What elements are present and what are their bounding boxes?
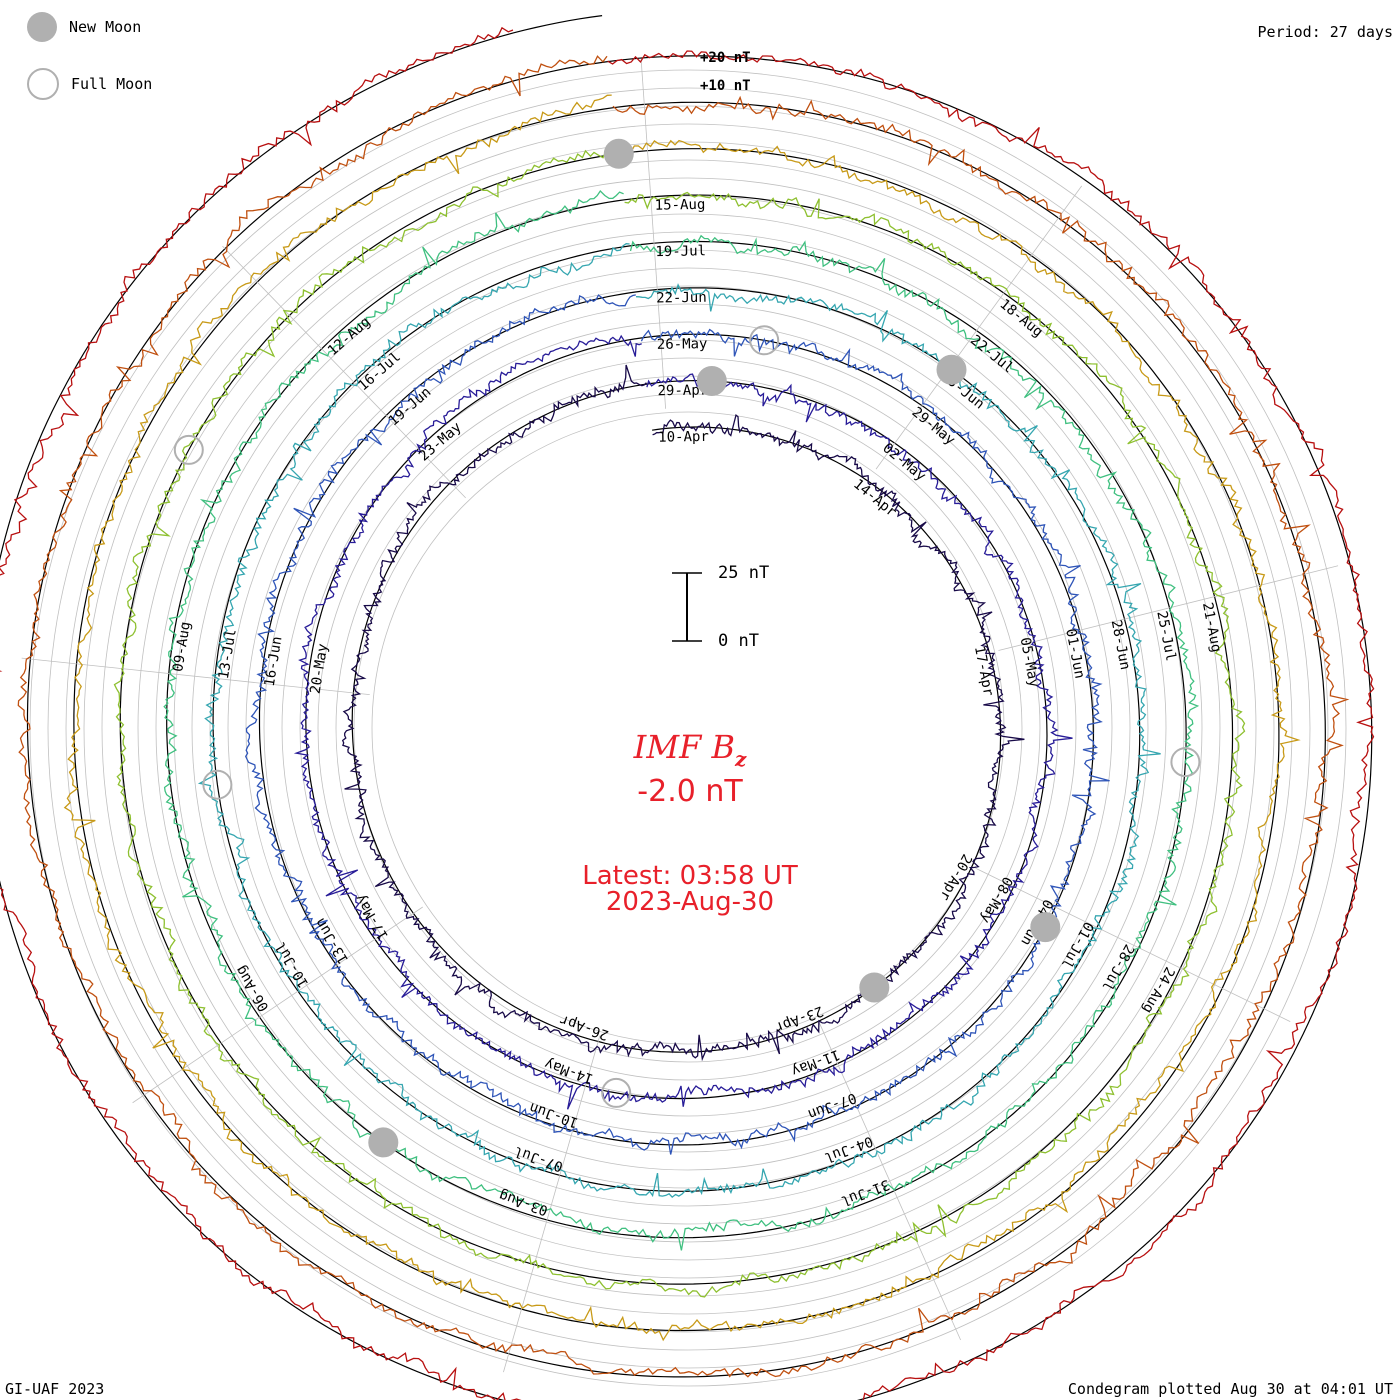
title-subscript: z [734,747,747,771]
trace-rotation-3 [244,294,1110,1155]
grid-ring [155,195,1221,1261]
grid-spokes [21,59,1339,1373]
date-label: 31-Jul [839,1176,892,1209]
date-label: 28-Jul [1098,941,1137,993]
grid-ring [83,123,1293,1333]
trace-rotation-5 [163,189,1200,1251]
full-moon-marker [173,434,204,465]
new-moon-marker [603,138,634,169]
title-main: IMF B [633,728,735,766]
date-label: 23-May [416,419,465,464]
date-label: 17-Apr [971,645,996,698]
trace-rotation-2 [293,334,1073,1110]
grid-spoke [998,565,1339,651]
grid-ring [137,177,1239,1279]
date-label: 15-Aug [655,197,706,214]
scale-labels: +20 nT +10 nT [700,50,751,94]
legend-full-moon: Full Moon [27,68,152,100]
imf-title: IMF Bz [490,728,890,771]
date-label: 02-May [879,440,928,484]
date-label: 09-Aug [170,621,194,673]
new-moon-marker [368,1127,399,1158]
trace-rotation-1 [341,364,1025,1062]
scale-label-20nt: +20 nT [700,50,751,66]
grid-ring [281,321,1095,1135]
date-label: 22-Jun [656,290,707,307]
data-traces [0,26,1375,1400]
new-moon-marker [859,972,890,1003]
date-label: 12-Aug [325,314,374,359]
grid-ring [209,249,1167,1207]
full-moon-marker [749,325,780,356]
grid-spoke [132,906,423,1104]
date-label: 07-Jun [806,1089,859,1122]
trace-rotation-6 [113,149,1246,1298]
grid-ring [65,105,1311,1351]
moon-markers [173,138,1201,1158]
grid-spoke [222,245,466,499]
new-moon-marker [1030,912,1061,943]
date-label: 20-May [308,643,332,695]
date-label: 19-Jun [386,384,435,429]
date-label: 26-May [657,336,708,353]
plotted-label: Condegram plotted Aug 30 at 04:01 UT [1067,1380,1393,1398]
scale-label-10nt: +10 nT [700,78,751,94]
date-label: 18-Aug [996,296,1045,340]
date-labels: 10-Apr14-Apr17-Apr20-Apr23-Apr26-Apr29-A… [170,197,1224,1218]
new-moon-label: New Moon [69,18,142,36]
date-label: 20-Apr [936,851,975,903]
latest-date: 2023-Aug-30 [605,887,775,917]
full-moon-marker [1170,747,1201,778]
date-label: 21-Aug [1199,601,1224,654]
legend-new-moon: New Moon [27,12,141,42]
grid-spoke [21,657,370,696]
current-value: -2.0 nT [637,774,743,809]
trace-rotation-4 [197,243,1161,1198]
period-label: Period: 27 days [1257,23,1393,41]
date-label: 05-May [1017,636,1042,689]
grid-ring [227,267,1149,1189]
grid-ring [47,87,1329,1369]
grid-spoke [817,1020,961,1341]
grid-ring [173,213,1203,1243]
date-label: 10-Apr [658,429,709,446]
trace-rotation-9 [0,26,1375,1400]
grid-ring [263,303,1113,1153]
full-moon-marker [202,769,233,800]
date-label: 19-Jul [655,243,706,260]
grid-ring [353,393,1023,1063]
grid-spoke [975,867,1291,1022]
grid-ring [191,231,1185,1225]
trace-rotation-7 [63,94,1301,1342]
date-label: 08-May [977,874,1016,926]
scale-bar [672,572,702,642]
scale-bar-bottom-label: 0 nT [718,631,759,651]
new-moon-marker [696,366,727,396]
grid-spoke [640,59,667,409]
new-moon-icon [27,12,57,42]
full-moon-icon [27,68,59,100]
full-moon-label: Full Moon [71,75,153,93]
date-label: 29-Apr [657,383,708,400]
full-moon-marker [601,1077,632,1108]
date-label: 01-Jun [1062,627,1087,680]
grid-rings [0,15,1373,1400]
grid-spoke [503,1035,601,1373]
scale-bar-top-label: 25 nT [718,563,770,583]
grid-spoke [875,185,1083,470]
date-label: 13-Jul [216,628,240,680]
grid-ring [245,285,1131,1171]
new-moon-marker [936,354,967,385]
date-label: 16-Jun [262,635,286,687]
grid-ring [101,141,1275,1315]
trace-rotation-8 [17,55,1350,1378]
date-label: 22-Jul [967,332,1016,376]
latest-time: Latest: 03:58 UT [582,861,798,891]
date-label: 04-Jul [822,1133,875,1166]
credit-label: GI-UAF 2023 [5,1380,105,1398]
grid-ring [299,339,1077,1117]
